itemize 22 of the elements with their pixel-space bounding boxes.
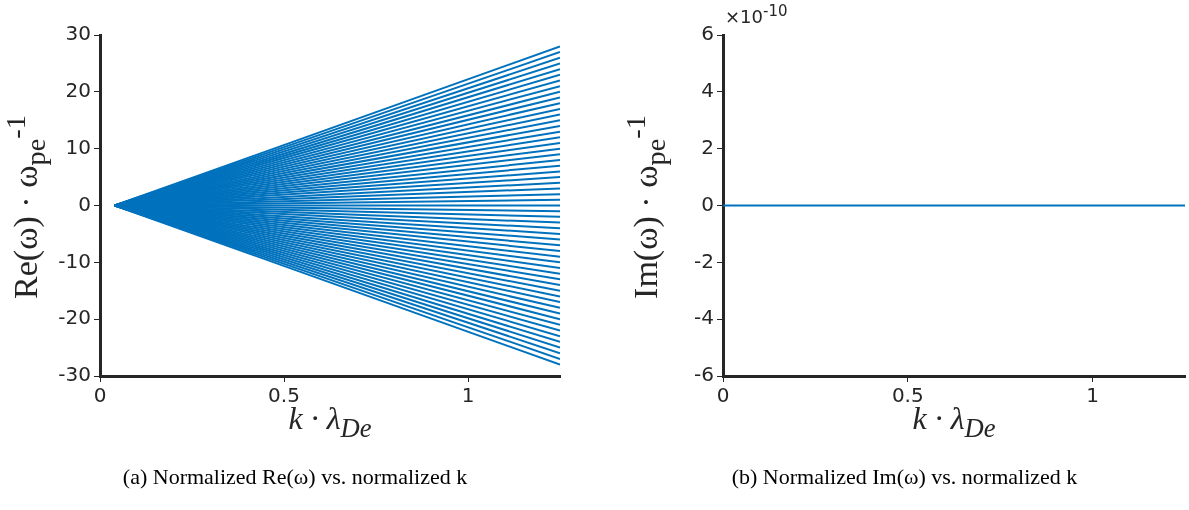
y-tick-label: 10 bbox=[65, 134, 91, 159]
y-tick-label: 4 bbox=[701, 78, 714, 103]
y-tick-label: 20 bbox=[65, 78, 91, 103]
y-tick-label: 30 bbox=[65, 21, 91, 46]
y-tick-label: -20 bbox=[58, 305, 91, 330]
x-tick-label: 0 bbox=[93, 383, 107, 408]
x-tick-label: 1 bbox=[461, 383, 475, 408]
y-tick-label: -30 bbox=[58, 362, 91, 387]
text: (b) Normalized Im(ω) vs. normalized k bbox=[731, 464, 1078, 490]
y-tick-label: -4 bbox=[694, 305, 714, 330]
x-tick-label: 0.5 bbox=[268, 383, 300, 408]
y-tick-label: -6 bbox=[694, 362, 714, 387]
y-tick-label: 2 bbox=[701, 134, 714, 159]
y-tick-label: 0 bbox=[78, 191, 91, 216]
y-tick-label: 0 bbox=[701, 191, 714, 216]
x-tick-label: 0.5 bbox=[891, 383, 924, 408]
text: (a) Normalized Re(ω) vs. normalized k bbox=[122, 464, 468, 490]
text: ×10$^{-10}$ bbox=[725, 2, 788, 27]
x-tick-label: 1 bbox=[1086, 383, 1099, 408]
y-tick-label: -2 bbox=[694, 248, 714, 273]
y-tick-label: -10 bbox=[58, 248, 91, 273]
y-tick-label: 6 bbox=[701, 21, 714, 46]
